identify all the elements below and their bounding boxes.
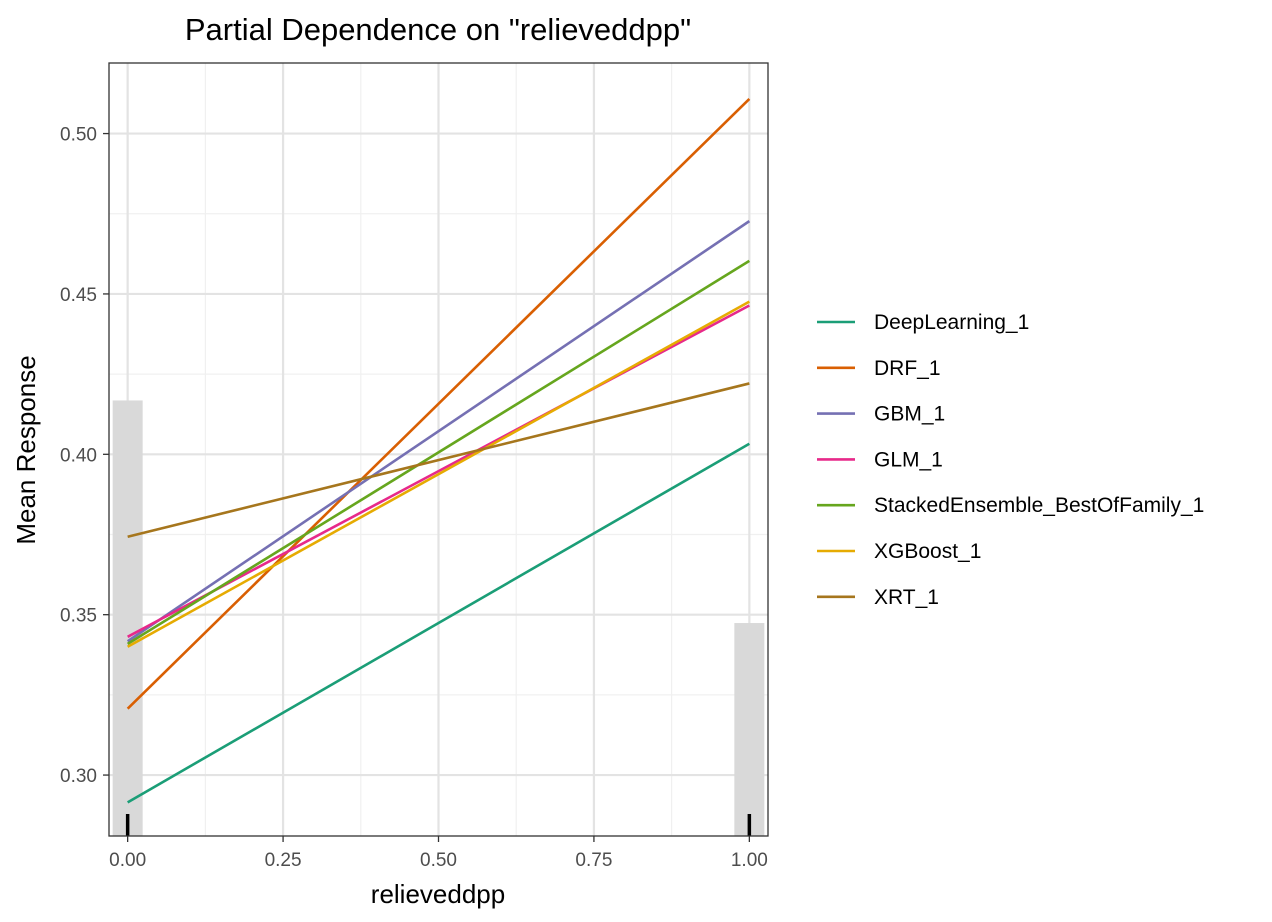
- y-axis-title: Mean Response: [11, 355, 41, 544]
- legend-label: GLM_1: [874, 448, 943, 471]
- legend-label: XGBoost_1: [874, 540, 981, 563]
- histogram-bar: [734, 623, 765, 836]
- histogram-bar: [112, 400, 143, 836]
- legend-label: DRF_1: [874, 357, 941, 380]
- legend-label: GBM_1: [874, 403, 945, 426]
- x-tick-label: 1.00: [731, 850, 768, 871]
- x-tick-label: 0.50: [420, 850, 457, 871]
- x-tick-label: 0.25: [265, 850, 302, 871]
- series-line-glm_1: [127, 304, 750, 638]
- series-line-gbm_1: [126, 220, 751, 643]
- x-axis-title: relieveddpp: [371, 879, 505, 909]
- series-line-stackedensemble_bestoffamily_1: [126, 259, 751, 645]
- legend-label: StackedEnsemble_BestOfFamily_1: [874, 494, 1204, 517]
- series-line-drf_1: [126, 97, 751, 710]
- y-tick-label: 0.35: [60, 606, 97, 627]
- legend: DeepLearning_1 DRF_1 GBM_1 GLM_1 StackedEnse…: [817, 311, 1204, 609]
- x-tick-label: 0.75: [575, 850, 612, 871]
- y-tick-label: 0.30: [60, 766, 97, 787]
- series-line-xgboost_1: [127, 300, 750, 648]
- series-line-deeplearning_1: [127, 442, 750, 804]
- legend-label: XRT_1: [874, 586, 939, 609]
- y-tick-label: 0.40: [60, 445, 97, 466]
- x-tick-label: 0.00: [109, 850, 146, 871]
- chart-title: Partial Dependence on "relieveddpp": [185, 12, 691, 47]
- y-tick-label: 0.50: [60, 125, 97, 146]
- series-line-xrt_1: [127, 382, 750, 539]
- legend-label: DeepLearning_1: [874, 311, 1029, 334]
- y-tick-label: 0.45: [60, 285, 97, 306]
